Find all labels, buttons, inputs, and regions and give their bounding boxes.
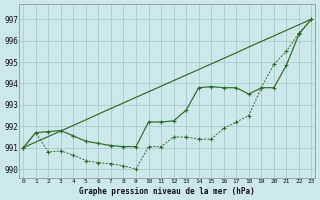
X-axis label: Graphe pression niveau de la mer (hPa): Graphe pression niveau de la mer (hPa) (79, 187, 255, 196)
